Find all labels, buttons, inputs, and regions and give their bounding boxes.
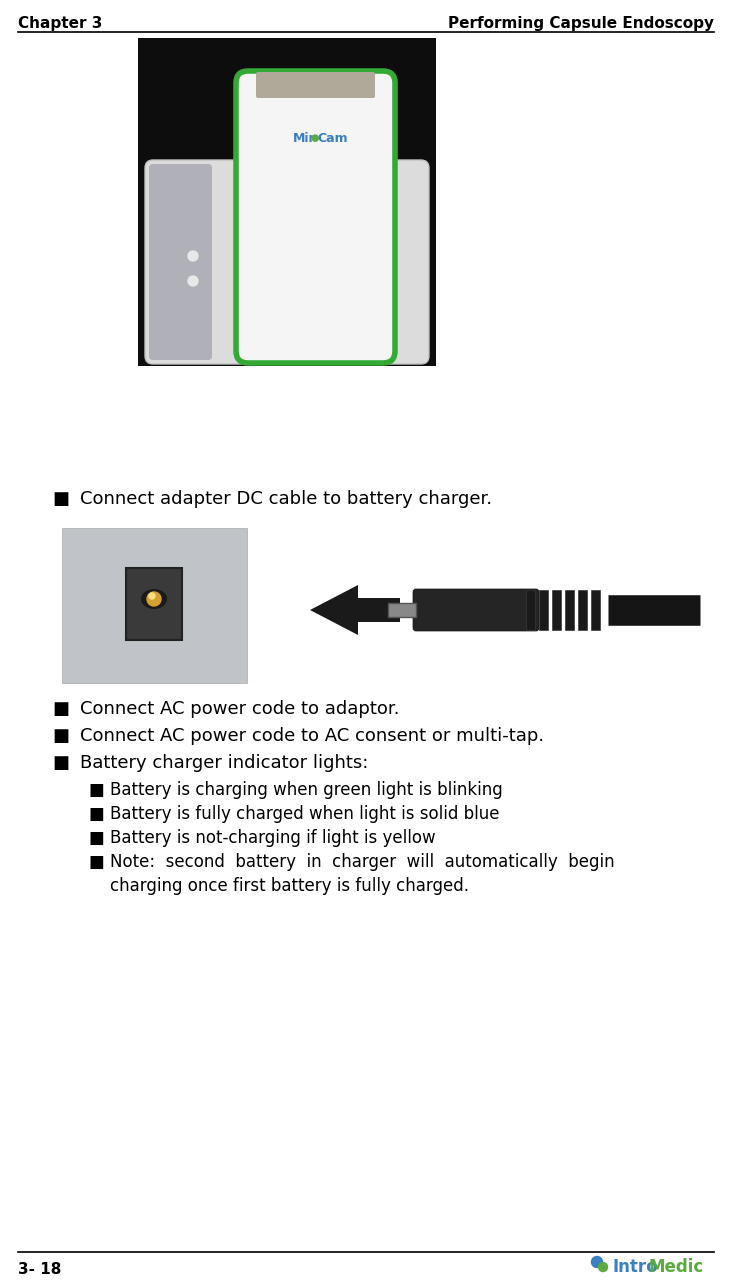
FancyBboxPatch shape [236, 71, 395, 362]
Bar [126, 568, 182, 640]
Text: ■: ■ [52, 700, 69, 718]
Bar [565, 590, 574, 630]
Text: charging once first battery is fully charged.: charging once first battery is fully cha… [110, 876, 469, 894]
Text: Battery is charging when green light is blinking: Battery is charging when green light is … [110, 781, 503, 799]
Bar [62, 528, 247, 684]
Text: Mir: Mir [292, 131, 315, 144]
Bar [539, 590, 548, 630]
Text: 3- 18: 3- 18 [18, 1262, 61, 1277]
FancyBboxPatch shape [149, 164, 212, 360]
Circle shape [149, 592, 155, 599]
Text: ■: ■ [88, 781, 104, 799]
Circle shape [599, 1262, 608, 1271]
Text: ■: ■ [88, 804, 104, 822]
Text: Cam: Cam [317, 131, 348, 144]
Text: Connect AC power code to adaptor.: Connect AC power code to adaptor. [80, 700, 400, 718]
Text: Medic: Medic [648, 1258, 703, 1276]
Circle shape [188, 251, 198, 261]
Bar [526, 590, 535, 630]
Text: Chapter 3: Chapter 3 [18, 15, 102, 31]
Circle shape [147, 592, 161, 607]
Text: Connect AC power code to AC consent or multi-tap.: Connect AC power code to AC consent or m… [80, 727, 544, 745]
Text: Intro: Intro [612, 1258, 657, 1276]
Bar [591, 590, 600, 630]
Text: Connect adapter DC cable to battery charger.: Connect adapter DC cable to battery char… [80, 490, 492, 508]
FancyArrow shape [310, 585, 400, 635]
Circle shape [591, 1257, 602, 1267]
FancyBboxPatch shape [145, 161, 429, 364]
Bar [552, 590, 561, 630]
Bar [138, 39, 436, 366]
FancyBboxPatch shape [413, 589, 539, 631]
Text: ■: ■ [52, 490, 69, 508]
Ellipse shape [141, 589, 167, 609]
Text: Performing Capsule Endoscopy: Performing Capsule Endoscopy [448, 15, 714, 31]
Circle shape [188, 276, 198, 287]
Text: Battery is not-charging if light is yellow: Battery is not-charging if light is yell… [110, 829, 436, 847]
Text: Note:  second  battery  in  charger  will  automatically  begin: Note: second battery in charger will aut… [110, 853, 615, 871]
Text: ■: ■ [88, 829, 104, 847]
Bar [388, 603, 416, 617]
Text: Battery is fully charged when light is solid blue: Battery is fully charged when light is s… [110, 804, 499, 822]
Text: ■: ■ [88, 853, 104, 871]
Bar [578, 590, 587, 630]
Text: Battery charger indicator lights:: Battery charger indicator lights: [80, 754, 368, 772]
Text: ■: ■ [52, 754, 69, 772]
Text: ●: ● [311, 134, 319, 143]
FancyBboxPatch shape [256, 72, 375, 98]
Text: ■: ■ [52, 727, 69, 745]
